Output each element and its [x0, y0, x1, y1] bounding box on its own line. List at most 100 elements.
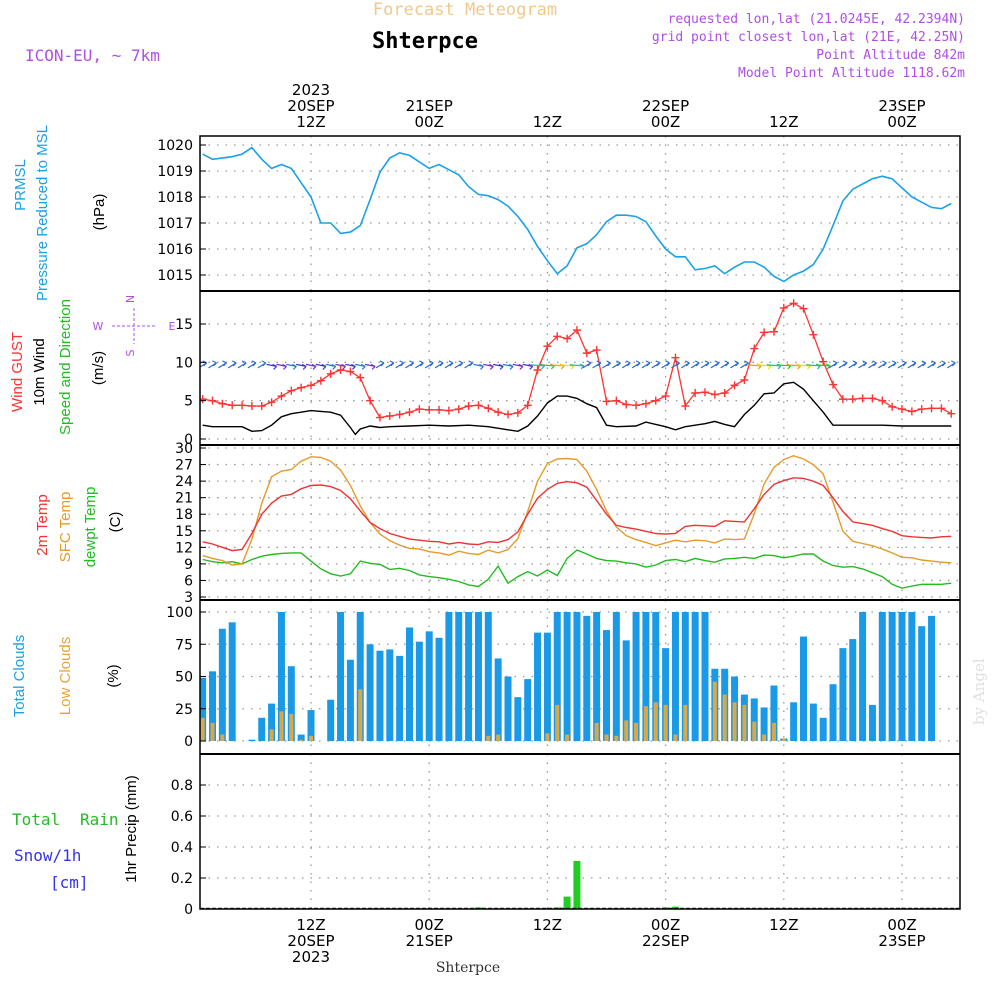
- total-cloud-bar: [809, 703, 817, 741]
- wind-arrowhead: [222, 360, 227, 367]
- low-cloud-bar: [673, 734, 678, 741]
- wind-arrowhead: [842, 360, 848, 367]
- gust-marker: [632, 401, 641, 410]
- watermark: by Angel: [970, 658, 988, 725]
- wind-arrow: [816, 364, 831, 367]
- x-tick-label-bottom: 23SEP: [878, 932, 925, 950]
- gust-marker: [454, 405, 463, 414]
- wind-arrowhead: [399, 360, 405, 367]
- gust-marker: [878, 396, 887, 405]
- gust-marker: [750, 344, 759, 353]
- wind-arrow: [560, 364, 575, 367]
- gust-marker: [257, 402, 266, 411]
- total-cloud-bar: [307, 710, 315, 741]
- wind-line: [202, 381, 952, 436]
- y-tick-label: 0.4: [171, 840, 193, 856]
- y-tick-label: 1018: [157, 190, 193, 206]
- gust-marker: [927, 404, 936, 413]
- clouds-unit: (%): [105, 664, 122, 687]
- gust-marker: [553, 332, 562, 341]
- x-tick-label-top: 00Z: [415, 113, 444, 131]
- wind-arrowhead: [635, 360, 641, 367]
- x-tick-label-bottom: 00Z: [415, 916, 444, 934]
- gust-marker: [681, 402, 690, 411]
- gust-marker: [405, 408, 414, 417]
- total-cloud-bar: [829, 684, 837, 741]
- total-cloud-bar: [662, 648, 670, 741]
- precip-rain-label: Rain: [80, 810, 119, 829]
- gust-marker: [651, 396, 660, 405]
- wind-arrowhead: [311, 363, 317, 370]
- wind-arrowhead: [468, 360, 474, 367]
- wind-arrow: [786, 364, 801, 367]
- low-cloud-bar: [762, 734, 767, 741]
- x-tick-label-top: 12Z: [296, 113, 325, 131]
- plot-frame: [199, 135, 961, 910]
- gust-marker: [336, 366, 345, 374]
- low-cloud-bar: [210, 722, 215, 741]
- low-cloud-bar: [752, 721, 757, 741]
- y-tick-label: 21: [175, 491, 193, 507]
- temp2m-line: [202, 477, 952, 552]
- wind-arrowhead: [744, 360, 749, 367]
- y-tick-label: 0: [184, 734, 193, 750]
- wind-arrowhead: [891, 360, 897, 367]
- wind-arrowhead: [508, 363, 514, 370]
- wind-arrowhead: [579, 363, 585, 370]
- wind-arrowhead: [665, 360, 671, 367]
- wind-arrowhead: [704, 360, 710, 367]
- wind-arrow: [796, 364, 811, 367]
- y-tick-label: 0.2: [171, 871, 193, 887]
- total-cloud-bar: [445, 612, 453, 741]
- y-tick-label: 0: [184, 432, 193, 448]
- wind-arrowhead: [852, 360, 858, 367]
- total-cloud-bar: [327, 699, 335, 741]
- wind-arrowhead: [301, 363, 307, 370]
- total-cloud-bar: [268, 703, 276, 741]
- total-cloud-bar: [671, 612, 679, 741]
- wind-arrowhead: [331, 363, 337, 370]
- low-cloud-bar: [496, 734, 501, 741]
- y-tick-label: 100: [166, 605, 193, 621]
- wind-arrowhead: [616, 360, 621, 367]
- y-tick-label: 75: [175, 637, 193, 653]
- gust-marker: [572, 326, 581, 335]
- gust-marker: [819, 357, 828, 366]
- gust-marker: [740, 375, 749, 384]
- total-cloud-bar: [425, 631, 433, 741]
- point-altitude: Point Altitude 842m: [816, 48, 965, 63]
- wind-arrowhead: [458, 360, 464, 367]
- low-cloud-bar: [299, 739, 304, 741]
- axis-layer: 1015101610171018101910200510153691215182…: [157, 81, 925, 966]
- gust-marker: [809, 330, 818, 339]
- gust-marker: [829, 380, 838, 389]
- total-cloud-bar: [474, 612, 482, 741]
- gust-marker: [799, 304, 808, 313]
- wind-10m-label: 10m Wind: [31, 338, 48, 406]
- gust-marker: [494, 408, 503, 417]
- y-tick-label: 1015: [157, 268, 193, 284]
- wind-arrowhead: [675, 360, 680, 367]
- low-cloud-bar: [624, 720, 629, 741]
- total-cloud-bar: [455, 612, 463, 741]
- data-layer: [200, 146, 960, 909]
- gust-marker: [710, 390, 719, 399]
- compass-letter: S: [124, 349, 137, 356]
- gust-marker: [238, 401, 247, 410]
- total-cloud-bar: [337, 612, 345, 741]
- footer-location: Shterpce: [436, 960, 500, 976]
- wind-arrowhead: [272, 363, 278, 370]
- total-cloud-bar: [593, 612, 601, 741]
- wind-arrowhead: [341, 363, 346, 370]
- wind-arrowhead: [586, 360, 592, 367]
- total-cloud-bar: [603, 630, 610, 741]
- precip-bar: [563, 896, 571, 909]
- low-cloud-bar: [565, 734, 570, 741]
- low-cloud-bar: [634, 722, 639, 741]
- wind-arrowhead: [625, 360, 631, 367]
- total-cloud-bar: [849, 639, 857, 741]
- gust-marker: [307, 381, 315, 390]
- gust-marker: [208, 396, 217, 405]
- gust-marker: [868, 394, 877, 403]
